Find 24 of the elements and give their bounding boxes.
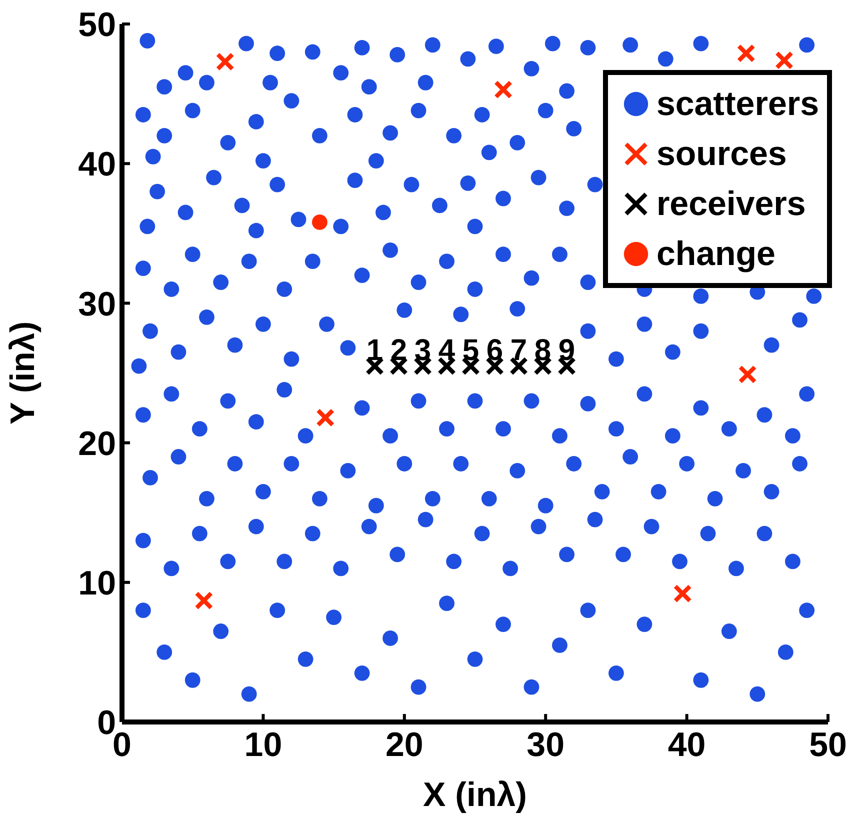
x-tick-label: 50 bbox=[809, 726, 847, 764]
y-tick-label: 20 bbox=[78, 424, 116, 463]
annotation: 6 bbox=[486, 334, 504, 368]
x-axis-title: X (inλ) bbox=[423, 776, 527, 814]
annotation: 5 bbox=[462, 334, 480, 368]
annotation: 9 bbox=[558, 334, 576, 368]
x-tick-label: 40 bbox=[668, 726, 706, 764]
y-tick-label: 10 bbox=[78, 564, 116, 602]
legend-label: sources bbox=[656, 134, 787, 174]
annotation: 3 bbox=[414, 334, 432, 368]
annotation: 7 bbox=[510, 334, 528, 368]
x-tick-label: 30 bbox=[526, 726, 565, 764]
y-tick-label: 30 bbox=[78, 285, 116, 324]
legend-label: receivers bbox=[656, 184, 806, 224]
annotation: 4 bbox=[438, 334, 456, 368]
y-tick-label: 50 bbox=[78, 6, 116, 44]
x-tick-label: 20 bbox=[385, 726, 424, 764]
point bbox=[312, 214, 328, 230]
legend-label: change bbox=[656, 234, 776, 274]
legend-label: scatterers bbox=[656, 84, 819, 124]
x-tick-label: 10 bbox=[244, 726, 282, 764]
annotation: 8 bbox=[534, 334, 552, 368]
y-axis-title: Y (inλ) bbox=[4, 321, 42, 425]
y-tick-label: 40 bbox=[78, 146, 116, 184]
